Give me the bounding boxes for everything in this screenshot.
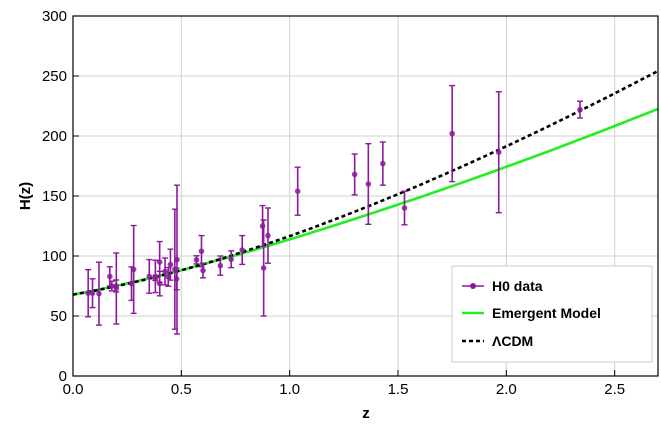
h0-data-point (379, 141, 386, 186)
data-marker (449, 130, 455, 137)
data-marker (198, 248, 205, 254)
h0-data-point (577, 100, 583, 119)
legend-emergent-label: Emergent Model (492, 305, 601, 321)
h0-data-point (260, 219, 267, 317)
y-tick-label: 100 (42, 248, 67, 265)
data-marker (260, 265, 267, 271)
data-marker (365, 181, 372, 187)
h0-data-point (200, 262, 206, 279)
x-tick-label: 1.0 (279, 381, 300, 398)
h0-data-point (217, 255, 224, 276)
h0-data-point (156, 270, 163, 297)
y-tick-label: 50 (50, 308, 67, 325)
h0-data-point (174, 184, 180, 335)
h0-data-point (108, 280, 115, 292)
data-marker (146, 273, 153, 280)
data-marker (85, 290, 91, 297)
h0-data-point (193, 255, 200, 265)
data-marker (162, 268, 168, 275)
data-marker (259, 223, 266, 229)
data-marker (174, 256, 180, 263)
h0-data-point (85, 268, 92, 318)
h0-data-point (130, 224, 137, 315)
h0-data-point (228, 250, 235, 269)
data-marker (108, 283, 115, 289)
data-marker (239, 247, 246, 253)
y-axis-ticks: 0 50 100 150 200 250 300 (42, 8, 79, 385)
x-axis-label: z (362, 405, 370, 422)
y-tick-label: 150 (42, 188, 67, 205)
data-marker (193, 257, 200, 263)
x-tick-label: 2.0 (496, 381, 517, 398)
data-marker (294, 188, 301, 194)
x-axis-ticks: 0.0 0.5 1.0 1.5 2.0 2.5 (63, 370, 625, 398)
h0-data-point (365, 142, 372, 226)
y-tick-label: 0 (59, 368, 67, 385)
h0-data-point (146, 258, 153, 294)
h0-data-point (152, 259, 159, 294)
h0-data-point (351, 153, 358, 196)
legend-box (451, 265, 653, 363)
h0-data-point (449, 84, 456, 183)
h0-data-point (239, 234, 246, 266)
y-tick-label: 250 (42, 68, 67, 85)
h0-data-point (265, 207, 271, 264)
data-marker (107, 273, 113, 280)
data-marker (130, 266, 137, 273)
data-marker (577, 106, 583, 113)
y-tick-label: 200 (42, 128, 67, 145)
data-marker (265, 232, 271, 239)
x-tick-label: 0.5 (171, 381, 192, 398)
h0-data-point (198, 234, 205, 268)
y-tick-label: 300 (42, 8, 67, 25)
data-marker (495, 149, 502, 155)
legend-lcdm-label: ΛCDM (492, 333, 533, 349)
data-marker (351, 171, 358, 178)
data-marker (380, 160, 386, 167)
h0-data-point (495, 91, 502, 214)
data-marker (217, 262, 224, 269)
data-marker (228, 256, 234, 263)
h0-data-point (162, 257, 169, 286)
h0-data-point (89, 278, 96, 309)
h0-data-point (294, 166, 301, 216)
data-points (85, 84, 583, 335)
h0-data-point (113, 252, 120, 325)
data-marker (200, 267, 206, 274)
legend-h0-label: H0 data (492, 278, 543, 294)
x-tick-label: 2.5 (604, 381, 625, 398)
data-marker (156, 259, 163, 265)
x-tick-label: 0.0 (63, 381, 84, 398)
h0-data-point (167, 248, 174, 281)
data-marker (96, 290, 102, 297)
x-tick-label: 1.5 (388, 381, 409, 398)
data-marker (113, 285, 120, 292)
data-marker (89, 290, 96, 297)
y-axis-label: H(z) (17, 182, 34, 210)
h0-data-point (96, 261, 102, 326)
h0-data-point (401, 190, 408, 226)
data-marker (156, 280, 163, 287)
legend-h0-marker (470, 283, 476, 289)
data-marker (152, 273, 159, 280)
legend: H0 data Emergent Model ΛCDM (451, 265, 653, 363)
data-marker (401, 205, 408, 211)
data-marker (167, 261, 174, 268)
